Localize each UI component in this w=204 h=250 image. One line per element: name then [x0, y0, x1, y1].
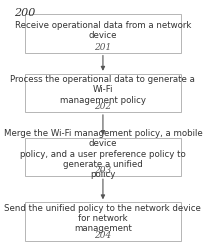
FancyBboxPatch shape	[24, 202, 181, 240]
FancyBboxPatch shape	[24, 14, 181, 53]
Text: 204: 204	[94, 231, 111, 240]
Text: Process the operational data to generate a Wi-Fi
management policy: Process the operational data to generate…	[10, 75, 194, 105]
Text: 203: 203	[94, 166, 111, 175]
Text: Receive operational data from a network device: Receive operational data from a network …	[15, 21, 190, 40]
FancyBboxPatch shape	[24, 74, 181, 112]
FancyBboxPatch shape	[24, 138, 181, 176]
Text: 202: 202	[94, 102, 111, 111]
Text: Merge the Wi-Fi management policy, a mobile device
policy, and a user preference: Merge the Wi-Fi management policy, a mob…	[3, 129, 201, 180]
Text: Send the unified policy to the network device for network
management: Send the unified policy to the network d…	[4, 204, 200, 233]
Text: 201: 201	[94, 43, 111, 52]
Text: 200: 200	[14, 8, 35, 18]
